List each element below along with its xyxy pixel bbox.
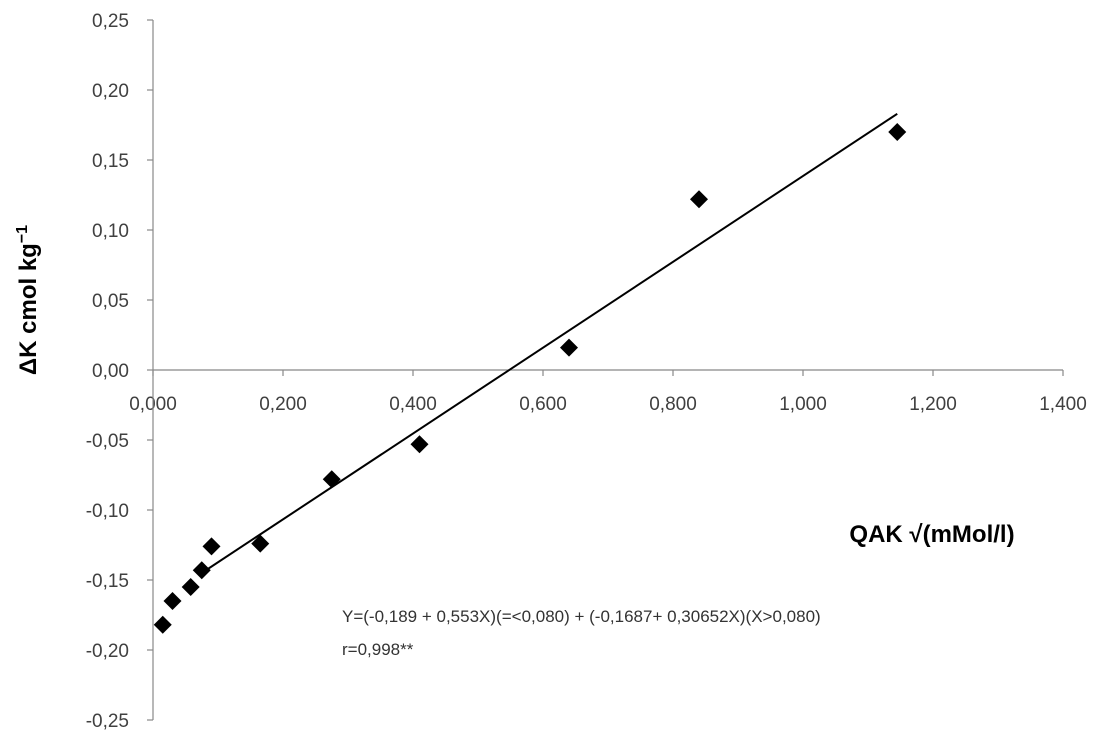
equation-annotation: Y=(-0,189 + 0,553X)(=<0,080) + (-0,1687+… [342, 607, 821, 626]
data-point-diamond [163, 592, 182, 610]
x-tick-label: 0,600 [519, 394, 567, 415]
y-axis-ticks: 0,25 0,20 0,15 0,10 0,05 0,00 -0,05 -0,10 -0,15 -… [86, 11, 153, 732]
y-tick-label: 0,05 [92, 291, 129, 312]
y-axis-title-main: ΔK cmol kg [15, 243, 42, 375]
y-tick-label: 0,25 [92, 11, 129, 32]
data-point-diamond [202, 537, 221, 556]
data-point-diamond [560, 338, 578, 357]
data-point-diamond [251, 534, 270, 553]
y-axis-title: ΔK cmol kg−1 [14, 225, 42, 375]
data-point-diamond [322, 470, 341, 489]
x-tick-label: 0,400 [389, 394, 437, 415]
trend-line [201, 112, 898, 574]
correlation-annotation: r=0,998** [342, 640, 414, 659]
y-tick-label: -0,20 [86, 641, 129, 662]
y-tick-label: -0,05 [86, 431, 129, 452]
data-point-diamond [690, 190, 708, 209]
data-point-diamond [181, 578, 200, 596]
x-tick-label: 1,400 [1039, 394, 1087, 415]
x-tick-label: 0,800 [649, 394, 697, 415]
y-tick-label: 0,00 [92, 361, 129, 382]
y-tick-label: 0,20 [92, 81, 129, 102]
y-tick-label: -0,25 [86, 711, 129, 732]
x-tick-label: 0,200 [259, 394, 307, 415]
x-axis-ticks: 0,000 0,200 0,400 0,600 0,800 1,000 1,200 1,400 [129, 370, 1087, 415]
data-point-diamond [888, 123, 907, 141]
y-axis-title-superscript: −1 [14, 225, 31, 243]
x-axis-title: QAK √(mMol/l) [849, 521, 1014, 548]
x-tick-label: 1,000 [779, 394, 827, 415]
y-tick-label: 0,15 [92, 151, 129, 172]
data-point-diamond [410, 435, 429, 454]
y-tick-label: -0,15 [86, 571, 129, 592]
y-tick-label: 0,10 [92, 221, 129, 242]
data-point-diamond [192, 561, 211, 580]
data-points [153, 123, 907, 634]
data-point-diamond [153, 615, 172, 634]
x-tick-label: 1,200 [909, 394, 957, 415]
y-tick-label: -0,10 [86, 501, 129, 522]
